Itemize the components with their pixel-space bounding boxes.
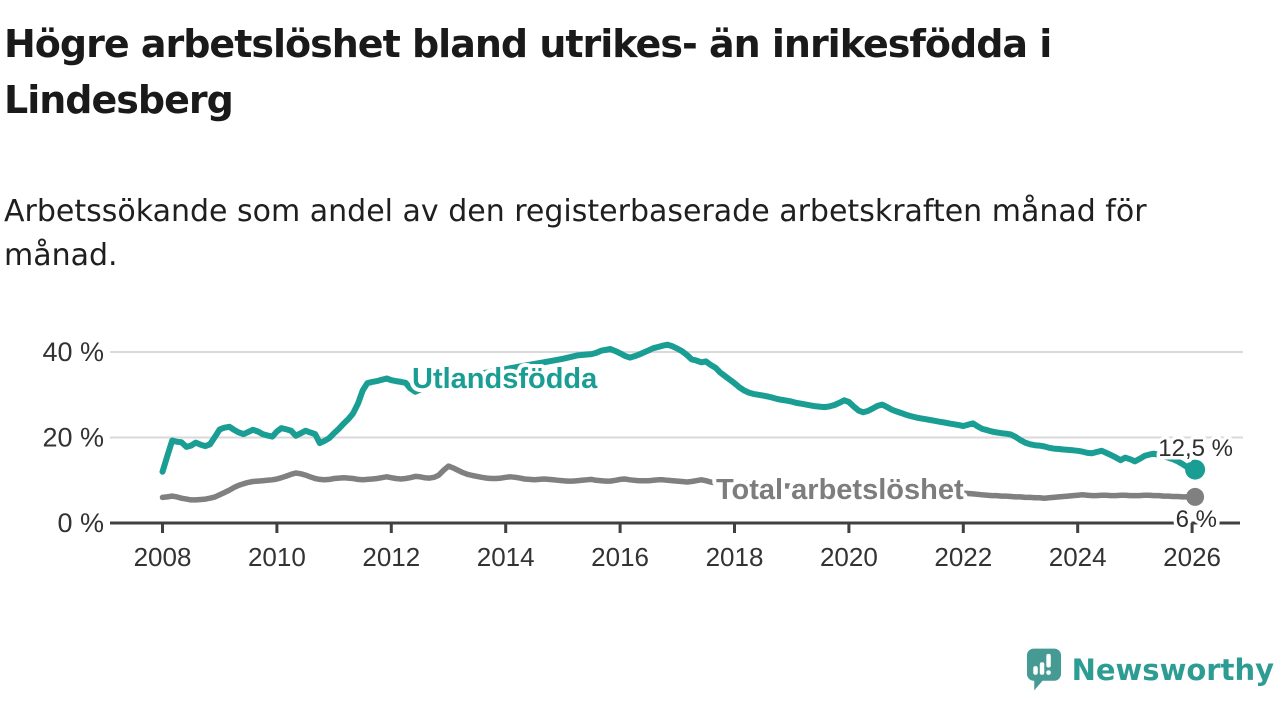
end-value-total: 6 %	[1176, 506, 1217, 533]
x-tick-label-2024: 2024	[1049, 542, 1107, 572]
x-tick-label-2026: 2026	[1163, 542, 1221, 572]
series-labels: Utlandsfödda Total arbetslöshet	[408, 359, 968, 510]
y-axis-tick-labels: 0 % 20 % 40 %	[42, 337, 104, 538]
page-title-line-1: Högre arbetslöshet bland utrikes- än inr…	[4, 22, 1052, 66]
series-label-total: Total arbetslöshet	[716, 474, 964, 506]
end-dot-total	[1186, 487, 1205, 506]
x-tick-label-2018: 2018	[706, 542, 764, 572]
x-tick-label-2008: 2008	[134, 542, 192, 572]
brand-name: Newsworthy	[1071, 652, 1274, 687]
end-value-labels: 12,5 % 6 %	[1155, 432, 1237, 537]
x-tick-label-2014: 2014	[477, 542, 535, 572]
logo-exclamation-stem	[1045, 653, 1051, 668]
speech-bubble-bar-chart-exclamation-icon	[1026, 648, 1061, 691]
page-title: Högre arbetslöshet bland utrikes- än inr…	[4, 16, 1052, 128]
chart-subtitle-line-2: månad.	[4, 238, 118, 273]
line-foreign-born	[159, 341, 1196, 475]
logo-exclamation-dot	[1045, 670, 1051, 675]
chart-subtitle: Arbetssökande som andel av den registerb…	[4, 190, 1147, 278]
gridlines	[110, 351, 1243, 439]
x-tick-label-2022: 2022	[934, 542, 992, 572]
end-value-foreign-born: 12,5 %	[1158, 435, 1233, 462]
x-axis-tick-labels: 2008 2010 2012 2014 2016 2018 2020 2022 2024 2026	[134, 542, 1221, 572]
x-tick-label-2016: 2016	[591, 542, 649, 572]
y-tick-label-20: 20 %	[42, 423, 104, 453]
y-tick-label-0: 0 %	[57, 508, 104, 538]
logo-bar-small	[1032, 666, 1038, 675]
x-tick-label-2020: 2020	[820, 542, 878, 572]
end-dots	[1185, 459, 1206, 506]
x-tick-label-2010: 2010	[248, 542, 306, 572]
y-tick-label-40: 40 %	[42, 337, 104, 367]
end-dot-foreign-born	[1185, 459, 1206, 480]
x-tick-label-2012: 2012	[362, 542, 420, 572]
data-lines	[159, 341, 1196, 503]
logo-bar-medium	[1039, 662, 1044, 675]
x-axis-ticks	[161, 523, 1194, 533]
chart-subtitle-line-1: Arbetssökande som andel av den registerb…	[4, 194, 1147, 229]
newsworthy-brand-link[interactable]: Newsworthy	[1025, 646, 1274, 693]
series-label-foreign-born: Utlandsfödda	[412, 363, 598, 395]
page-title-line-2: Lindesberg	[4, 78, 234, 122]
line-total	[159, 463, 1195, 503]
